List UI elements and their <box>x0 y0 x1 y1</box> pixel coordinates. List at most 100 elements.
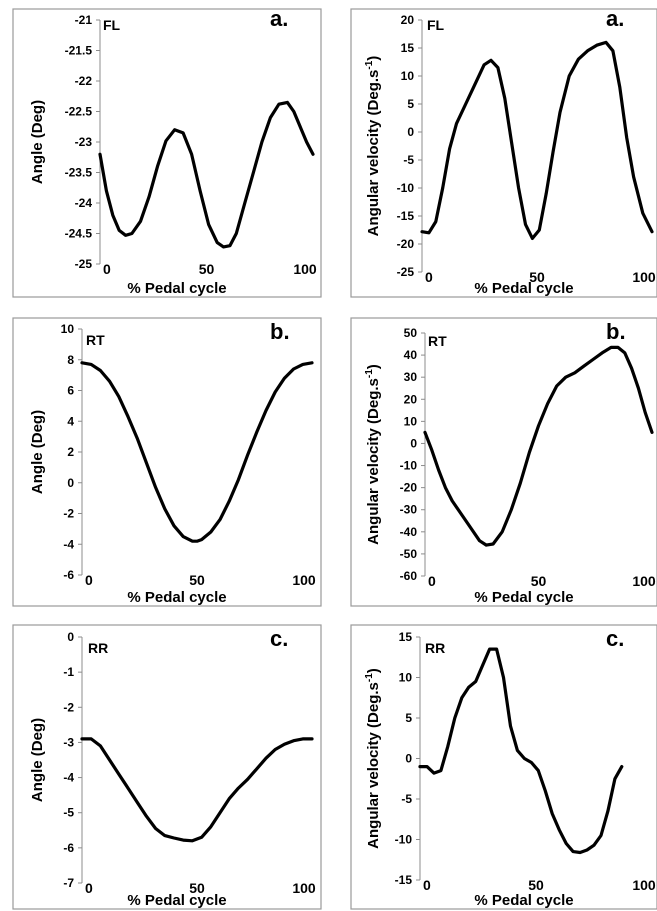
y-tick-label: 10 <box>404 414 418 428</box>
y-tick-label: -6 <box>63 841 74 855</box>
y-tick-label: -25 <box>75 257 93 271</box>
series-line <box>82 739 312 841</box>
x-tick-label: 50 <box>531 573 547 589</box>
panel-frame <box>351 9 657 297</box>
x-axis-label: % Pedal cycle <box>474 589 573 606</box>
y-tick-label: 5 <box>407 97 414 111</box>
y-tick-label: -22.5 <box>65 105 93 119</box>
y-tick-label: -2 <box>63 700 74 714</box>
y-tick-label: 6 <box>67 384 74 398</box>
y-tick-label: 10 <box>61 322 75 336</box>
y-tick-label: -60 <box>400 569 418 583</box>
y-tick-label: 0 <box>67 476 74 490</box>
y-axis-label: Angular velocity (Deg.s-1) <box>364 364 382 545</box>
x-tick-label: 100 <box>292 572 316 588</box>
x-tick-label: 50 <box>199 261 215 277</box>
series-line <box>420 649 622 852</box>
y-tick-label: -30 <box>400 503 418 517</box>
panel-frame <box>13 318 321 606</box>
y-tick-label: -50 <box>400 547 418 561</box>
y-tick-label: 8 <box>67 353 74 367</box>
y-tick-label: 10 <box>401 69 415 83</box>
y-tick-label: -4 <box>63 537 74 551</box>
y-tick-label: 0 <box>410 436 417 450</box>
x-tick-label: 0 <box>85 880 93 896</box>
y-tick-label: 20 <box>404 392 418 406</box>
panel-tag: RR <box>425 640 445 656</box>
y-tick-label: 30 <box>404 370 418 384</box>
series-line <box>425 347 652 545</box>
y-axis-label: Angle (Deg) <box>29 718 46 802</box>
y-tick-label: -7 <box>63 876 74 890</box>
panel-letter: b. <box>606 319 626 344</box>
panel-tag: FL <box>427 17 445 33</box>
y-tick-label: 0 <box>407 125 414 139</box>
panel-frame <box>13 9 321 297</box>
y-tick-label: -15 <box>395 873 413 887</box>
y-axis-label: Angle (Deg) <box>29 410 46 494</box>
x-axis-label: % Pedal cycle <box>127 280 226 297</box>
panel-tag: RT <box>86 332 105 348</box>
y-tick-label: 10 <box>399 671 413 685</box>
panel-frame <box>351 625 657 909</box>
x-tick-label: 100 <box>293 261 317 277</box>
y-tick-label: -4 <box>63 771 74 785</box>
x-axis-label: % Pedal cycle <box>474 892 573 909</box>
panel-tag: RT <box>428 333 447 349</box>
x-tick-label: 0 <box>428 573 436 589</box>
y-tick-label: -24.5 <box>65 227 93 241</box>
y-tick-label: -15 <box>397 209 415 223</box>
y-tick-label: -40 <box>400 525 418 539</box>
y-axis-label: Angle (Deg) <box>29 100 46 184</box>
panel-frame <box>351 318 657 606</box>
y-axis-label: Angular velocity (Deg.s-1) <box>364 668 382 849</box>
chart-panel-1: -21 -21.5 -22 -22.5 -23 -23.5 -24 -24.5 -25 0 50 10… <box>13 6 321 297</box>
y-tick-label: -20 <box>400 481 418 495</box>
y-tick-label: -5 <box>401 792 412 806</box>
y-tick-label: -24 <box>75 196 93 210</box>
y-tick-label: -10 <box>395 833 413 847</box>
panel-letter: a. <box>606 6 624 31</box>
y-tick-label: -6 <box>63 568 74 582</box>
y-tick-label: -22 <box>75 74 93 88</box>
x-tick-label: 100 <box>632 877 656 893</box>
y-tick-label: 20 <box>401 13 415 27</box>
x-tick-label: 50 <box>189 572 205 588</box>
x-tick-label: 0 <box>423 877 431 893</box>
y-tick-label: -20 <box>397 237 415 251</box>
series-line <box>82 363 312 541</box>
y-tick-label: 2 <box>67 445 74 459</box>
y-tick-label: -1 <box>63 665 74 679</box>
y-tick-label: 0 <box>67 630 74 644</box>
y-tick-label: 15 <box>399 630 413 644</box>
y-tick-label: 40 <box>404 348 418 362</box>
panel-tag: FL <box>103 17 121 33</box>
x-tick-label: 100 <box>632 269 656 285</box>
panel-letter: c. <box>606 626 624 651</box>
y-tick-label: -23 <box>75 135 93 149</box>
y-tick-label: 4 <box>67 414 74 428</box>
x-tick-label: 100 <box>632 573 656 589</box>
y-tick-label: -23.5 <box>65 166 93 180</box>
panel-letter: a. <box>270 6 288 31</box>
panel-letter: b. <box>270 319 290 344</box>
y-tick-label: -25 <box>397 265 415 279</box>
x-tick-label: 0 <box>425 269 433 285</box>
y-axis-label: Angular velocity (Deg.s-1) <box>364 56 382 237</box>
y-tick-label: 15 <box>401 41 415 55</box>
y-tick-label: -10 <box>400 459 418 473</box>
chart-panel-5: 0 -1 -2 -3 -4 -5 -6 -7 0 50 100 % Pedal cycle RR c. An… <box>13 625 321 909</box>
y-tick-label: 50 <box>404 326 418 340</box>
x-axis-label: % Pedal cycle <box>127 892 226 909</box>
y-tick-label: -5 <box>403 153 414 167</box>
y-tick-label: -2 <box>63 507 74 521</box>
x-axis-label: % Pedal cycle <box>127 589 226 606</box>
x-axis-label: % Pedal cycle <box>474 280 573 297</box>
panel-frame <box>13 625 321 909</box>
y-tick-label: -10 <box>397 181 415 195</box>
panel-tag: RR <box>88 640 108 656</box>
